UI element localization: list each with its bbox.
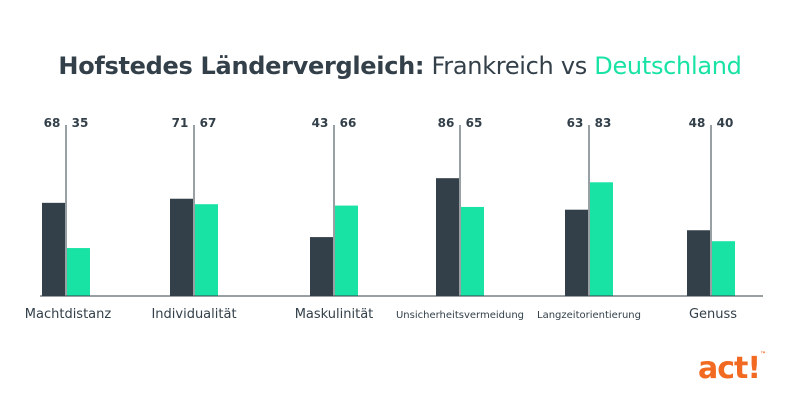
title-country-a: Frankreich [431,52,554,80]
category-label-machtdistanz: Machtdistanz [25,307,112,322]
bar-frankreich-genuss [687,230,710,296]
value-label-frankreich-langzeitorientierung: 63 [567,116,584,130]
bar-deutschland-unsicherheitsvermeidung [461,206,484,296]
logo-text: act! [698,351,761,386]
bar-deutschland-genuss [712,241,735,296]
value-label-frankreich-genuss: 48 [689,116,706,130]
value-label-frankreich-individualitaet: 71 [172,116,189,130]
bars-layer: 68 35 Machtdistanz 71 67 Individualität 43 66 Ma… [25,116,737,322]
title-country-b: Deutschland [594,52,742,80]
title-bold: Hofstedes Ländervergleich: [58,52,425,80]
value-label-frankreich-unsicherheitsvermeidung: 86 [438,116,455,130]
bar-frankreich-unsicherheitsvermeidung [436,178,459,296]
value-label-frankreich-machtdistanz: 68 [44,116,61,130]
value-label-deutschland-unsicherheitsvermeidung: 65 [466,116,483,130]
bar-frankreich-machtdistanz [42,202,65,296]
bar-frankreich-langzeitorientierung [565,209,588,296]
category-label-individualitaet: Individualität [151,307,236,322]
value-label-deutschland-genuss: 40 [717,116,734,130]
title-connector: vs [560,52,587,80]
bar-frankreich-maskulinitaet [310,237,333,296]
category-label-maskulinitaet: Maskulinität [295,307,374,322]
act-logo: act!™ [698,351,766,386]
value-label-frankreich-maskulinitaet: 43 [312,116,329,130]
chart-title: Hofstedes Ländervergleich: Frankreich vs… [0,52,800,80]
value-label-deutschland-maskulinitaet: 66 [340,116,357,130]
value-label-deutschland-langzeitorientierung: 83 [595,116,612,130]
value-label-deutschland-machtdistanz: 35 [72,116,89,130]
bar-deutschland-machtdistanz [67,248,90,296]
bar-deutschland-langzeitorientierung [590,182,613,296]
bar-deutschland-individualitaet [195,204,218,296]
value-label-deutschland-individualitaet: 67 [200,116,217,130]
category-label-langzeitorientierung: Langzeitorientierung [537,310,641,321]
bar-frankreich-individualitaet [170,198,193,296]
category-label-genuss: Genuss [689,307,737,322]
category-label-unsicherheitsvermeidung: Unsicherheitsvermeidung [396,310,524,321]
logo-trademark: ™ [760,351,767,358]
bar-deutschland-maskulinitaet [335,205,358,296]
